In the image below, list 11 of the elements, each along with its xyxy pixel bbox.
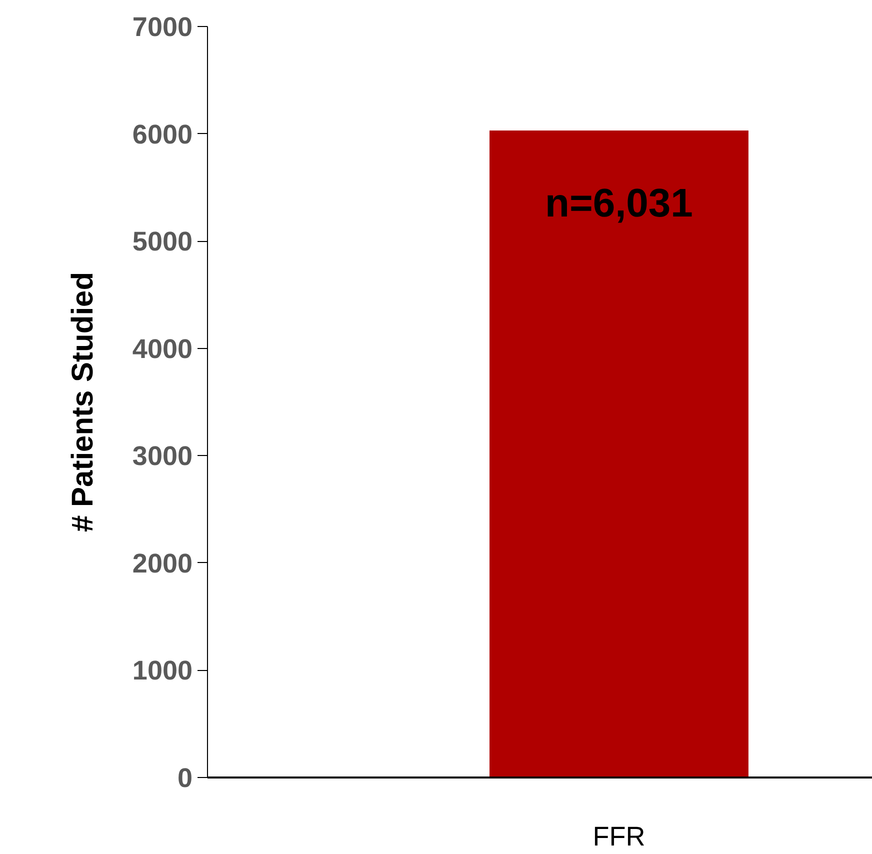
y-tick-label: 1000 [132, 656, 193, 686]
y-tick-label: 5000 [132, 226, 193, 257]
y-tick-label: 3000 [132, 441, 193, 472]
x-tick-label: FFR [592, 822, 646, 852]
y-tick-label: 0 [177, 763, 193, 793]
y-axis-title: # Patients Studied [66, 272, 100, 532]
y-tick-label: 4000 [132, 334, 193, 364]
y-tick-label: 6000 [132, 119, 193, 150]
y-tick-label: 7000 [132, 12, 193, 42]
y-tick-label: 2000 [132, 548, 193, 578]
data-label: n=6,031 [545, 181, 693, 226]
